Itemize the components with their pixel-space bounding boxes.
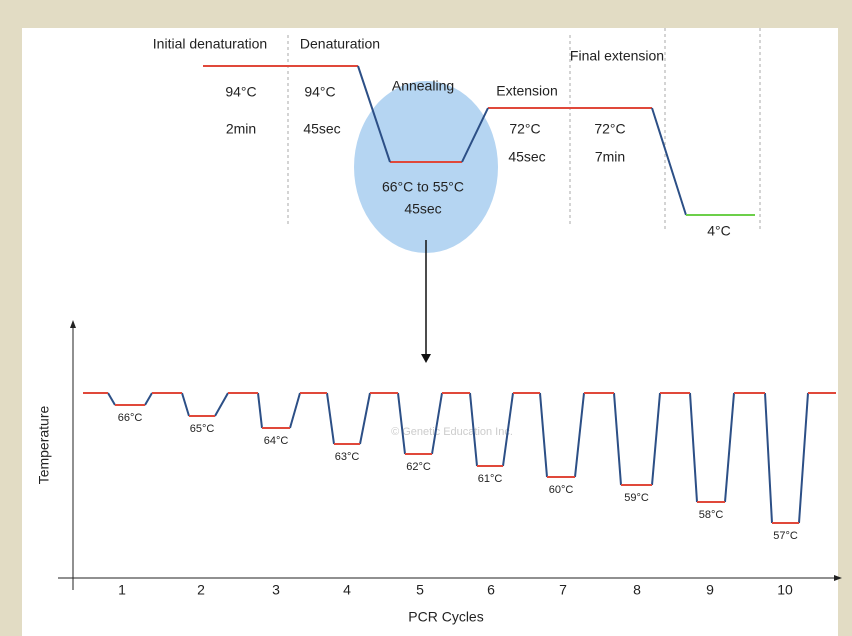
x-tick-label: 1 [118, 582, 126, 598]
time-label: 45sec [404, 201, 441, 217]
x-tick-label: 9 [706, 582, 714, 598]
time-label: 45sec [303, 121, 340, 137]
temp-label: 66°C to 55°C [382, 179, 464, 195]
time-label: 2min [226, 121, 256, 137]
temp-label: 94°C [225, 84, 256, 100]
x-tick-label: 4 [343, 582, 351, 598]
arrow-head [834, 575, 842, 581]
stage-label: Initial denaturation [153, 36, 267, 52]
temp-label: 94°C [304, 84, 335, 100]
temp-label: 4°C [707, 223, 731, 239]
annealing-temp-label: 61°C [478, 473, 503, 485]
x-tick-label: 7 [559, 582, 567, 598]
annealing-temp-label: 60°C [549, 484, 574, 496]
annealing-temp-label: 66°C [118, 412, 143, 424]
arrow-head [70, 320, 76, 328]
x-axis-label: PCR Cycles [408, 609, 483, 625]
time-label: 7min [595, 149, 625, 165]
temperature-plateau [203, 65, 652, 163]
y-axis-label: Temperature [36, 405, 52, 484]
time-label: 45sec [508, 149, 545, 165]
annealing-temp-label: 58°C [699, 509, 724, 521]
x-tick-label: 8 [633, 582, 641, 598]
annealing-temp-label: 65°C [190, 423, 215, 435]
x-tick-label: 6 [487, 582, 495, 598]
temperature-ramp [357, 65, 687, 216]
stage-label: Annealing [392, 78, 454, 94]
x-tick-label: 5 [416, 582, 424, 598]
stage-label: Final extension [570, 48, 664, 64]
annealing-highlight [354, 81, 498, 253]
annealing-temp-label: 59°C [624, 492, 649, 504]
annealing-temp-label: 62°C [406, 461, 431, 473]
stage-label: Extension [496, 83, 557, 99]
x-tick-label: 2 [197, 582, 205, 598]
annealing-temp-label: 64°C [264, 435, 289, 447]
annealing-temp-label: 63°C [335, 451, 360, 463]
stage-label: Denaturation [300, 36, 380, 52]
watermark: © Genetic Education Inc. [391, 426, 513, 438]
cycle-wave: 66°C 65°C 64°C 63°C 62°C 61°C 60°C 59°C 58°C 57°C [83, 392, 836, 542]
annealing-temp-label: 57°C [773, 530, 798, 542]
plateau [83, 392, 836, 524]
temp-label: 72°C [509, 121, 540, 137]
ramp [107, 392, 809, 524]
x-tick-label: 3 [272, 582, 280, 598]
x-tick-label: 10 [777, 582, 793, 598]
arrow-head [421, 354, 431, 363]
temp-label: 72°C [594, 121, 625, 137]
